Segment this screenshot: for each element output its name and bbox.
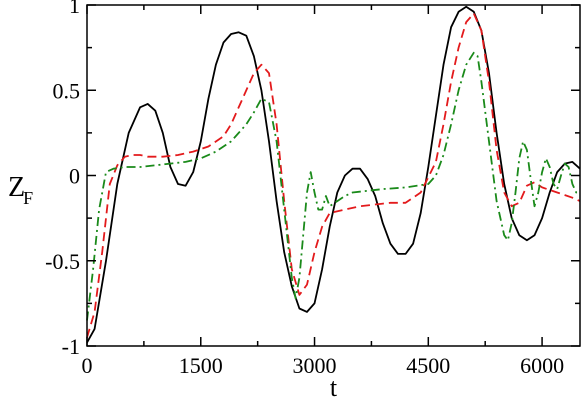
y-tick-label: 1 — [69, 0, 80, 18]
x-tick-label: 4500 — [406, 353, 450, 378]
series-line-3 — [86, 51, 580, 321]
y-tick-label: 0.5 — [53, 78, 81, 103]
axis-ticks: 0 1500 3000 4500 6000 -1 -0.5 0 0.5 1 — [45, 0, 580, 378]
x-tick-label: 0 — [82, 353, 93, 378]
y-axis-label: ZF — [8, 172, 33, 208]
y-tick-label: 0 — [69, 164, 80, 189]
x-tick-label: 1500 — [179, 353, 223, 378]
series-line-1 — [86, 5, 581, 344]
y-axis-label-subscript: F — [23, 188, 33, 208]
series-layer — [86, 5, 581, 344]
y-tick-label: -1 — [62, 334, 80, 359]
x-axis-label: t — [330, 373, 338, 400]
y-axis-label-main: Z — [8, 172, 25, 203]
x-tick-label: 6000 — [520, 353, 564, 378]
y-tick-label: -0.5 — [45, 249, 80, 274]
x-tick-label: 3000 — [293, 353, 337, 378]
series-line-2 — [86, 12, 581, 338]
plot-frame — [86, 4, 581, 347]
